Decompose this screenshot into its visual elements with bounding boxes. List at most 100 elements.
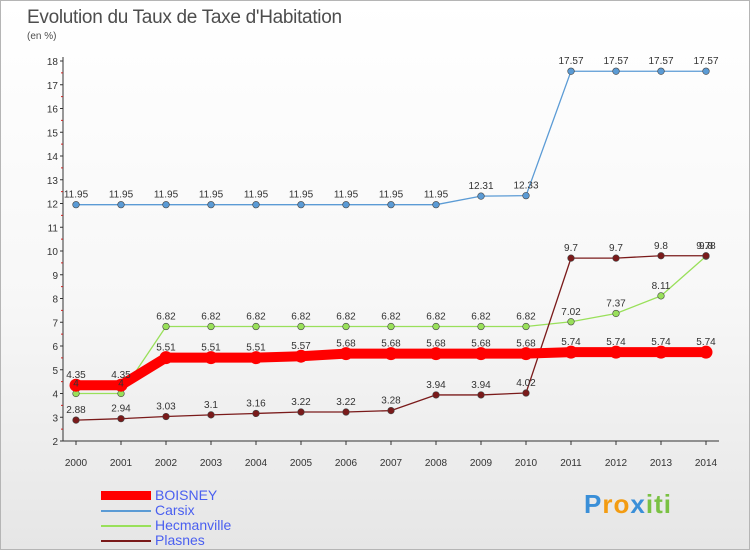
y-tick-label: 10 <box>47 247 59 258</box>
data-point-boisney <box>609 345 623 359</box>
x-tick-label: 2014 <box>695 458 718 469</box>
x-tick-label: 2007 <box>380 458 403 469</box>
legend-label-carsix: Carsix <box>155 502 195 518</box>
data-label-boisney: 5.57 <box>291 341 311 352</box>
data-label-plasnes: 2.94 <box>111 404 131 415</box>
x-tick-label: 2006 <box>335 458 358 469</box>
data-point-plasnes <box>72 416 80 424</box>
logo-letter: i <box>645 489 655 519</box>
data-label-plasnes: 3.22 <box>336 397 356 408</box>
data-point-boisney <box>654 345 668 359</box>
y-tick-label: 4 <box>52 390 58 401</box>
logo-letter: t <box>654 489 664 519</box>
data-point-carsix <box>72 201 80 209</box>
data-point-plasnes <box>477 391 485 399</box>
y-tick-label: 13 <box>47 176 59 187</box>
y-tick-label: 9 <box>52 271 58 282</box>
data-point-boisney <box>429 347 443 361</box>
data-point-plasnes <box>117 415 125 423</box>
data-label-plasnes: 3.94 <box>426 380 446 391</box>
data-label-plasnes: 3.03 <box>156 402 176 413</box>
data-label-boisney: 5.68 <box>516 339 536 350</box>
data-point-carsix <box>162 201 170 209</box>
data-label-boisney: 5.51 <box>201 343 221 354</box>
data-label-boisney: 5.68 <box>471 339 491 350</box>
data-point-hecmanville <box>657 292 665 300</box>
data-point-carsix <box>567 67 575 75</box>
data-point-plasnes <box>207 411 215 419</box>
data-label-carsix: 11.95 <box>109 190 134 201</box>
data-label-carsix: 17.57 <box>603 56 628 67</box>
data-label-carsix: 11.95 <box>289 190 314 201</box>
data-point-boisney <box>474 347 488 361</box>
y-tick-label: 2 <box>52 437 58 448</box>
y-tick-label: 15 <box>47 128 59 139</box>
data-label-hecmanville: 6.82 <box>516 312 536 323</box>
x-tick-label: 2005 <box>290 458 313 469</box>
logo-letter: o <box>613 489 631 519</box>
data-point-boisney <box>114 378 128 392</box>
data-point-hecmanville <box>342 322 350 331</box>
legend-swatch-hecmanville <box>101 525 151 527</box>
data-label-hecmanville: 6.82 <box>156 312 176 323</box>
data-point-carsix <box>477 192 485 200</box>
data-point-boisney <box>69 378 83 392</box>
x-tick-label: 2001 <box>110 458 133 469</box>
data-label-boisney: 5.68 <box>426 339 446 350</box>
y-tick-label: 16 <box>47 105 59 116</box>
data-point-plasnes <box>432 391 440 399</box>
data-label-hecmanville: 6.82 <box>336 312 356 323</box>
data-point-carsix <box>612 67 620 75</box>
data-point-hecmanville <box>432 322 440 331</box>
legend-swatch-carsix <box>101 510 151 512</box>
data-point-hecmanville <box>567 318 575 326</box>
data-label-plasnes: 9.7 <box>564 243 578 254</box>
y-tick-label: 3 <box>52 413 58 424</box>
data-label-boisney: 5.51 <box>246 343 266 354</box>
data-point-plasnes <box>702 252 710 260</box>
data-point-hecmanville <box>477 322 485 331</box>
data-label-hecmanville: 6.82 <box>471 312 491 323</box>
data-label-hecmanville: 7.37 <box>606 298 626 309</box>
data-point-plasnes <box>342 408 350 416</box>
data-point-carsix <box>117 201 125 209</box>
data-point-hecmanville <box>252 322 260 331</box>
data-point-boisney <box>519 347 533 361</box>
data-point-plasnes <box>387 407 395 415</box>
data-label-boisney: 5.51 <box>156 343 176 354</box>
data-label-plasnes: 9.8 <box>699 241 713 252</box>
data-point-carsix <box>387 201 395 209</box>
data-point-plasnes <box>162 412 170 421</box>
logo-letter: x <box>630 489 646 519</box>
series-line-carsix <box>76 70 706 206</box>
logo-letter: P <box>584 489 603 519</box>
data-point-plasnes <box>612 254 620 262</box>
y-tick-label: 11 <box>48 223 59 234</box>
data-point-boisney <box>699 345 713 359</box>
x-tick-label: 2012 <box>605 458 628 469</box>
data-point-carsix <box>702 67 710 75</box>
data-point-plasnes <box>252 409 260 418</box>
x-tick-label: 2011 <box>560 458 582 469</box>
legend-swatch-boisney <box>101 491 151 500</box>
data-label-plasnes: 3.28 <box>381 396 401 407</box>
y-tick-label: 6 <box>52 342 58 353</box>
data-point-hecmanville <box>522 322 530 331</box>
legend-label-hecmanville: Hecmanville <box>155 517 232 533</box>
data-label-boisney: 5.74 <box>696 337 716 348</box>
legend-label-plasnes: Plasnes <box>155 532 205 548</box>
data-label-plasnes: 4.02 <box>516 378 536 389</box>
data-point-carsix <box>522 192 530 200</box>
y-tick-label: 12 <box>47 200 59 211</box>
data-label-hecmanville: 6.82 <box>426 312 446 323</box>
data-label-hecmanville: 8.11 <box>652 281 671 292</box>
data-label-plasnes: 9.7 <box>609 243 623 254</box>
data-label-boisney: 5.68 <box>381 339 401 350</box>
data-label-plasnes: 3.22 <box>291 397 311 408</box>
data-point-hecmanville <box>207 322 215 331</box>
data-label-hecmanville: 6.82 <box>246 312 266 323</box>
data-point-hecmanville <box>162 322 170 331</box>
data-label-carsix: 11.95 <box>334 190 359 201</box>
data-label-plasnes: 3.16 <box>246 398 266 409</box>
